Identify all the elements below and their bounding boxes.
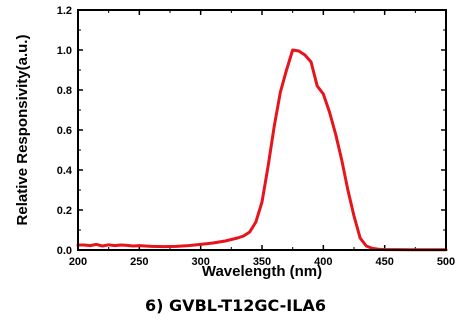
series-layer [76, 48, 448, 252]
x-axis-label: Wavelength (nm) [202, 263, 322, 280]
x-tick-label: 250 [130, 256, 148, 268]
y-tick-label: 0.0 [57, 245, 72, 257]
y-axis-label: Relative Responsivity(a.u.) [14, 35, 31, 226]
y-axis-ticks: 0.0 0.2 0.4 0.6 0.8 1.0 1.2 [57, 5, 446, 257]
series-line [76, 48, 448, 252]
y-tick-label: 1.2 [57, 5, 72, 17]
plot-frame [77, 9, 447, 251]
x-tick-label: 300 [191, 256, 209, 268]
chart-caption: 6) GVBL-T12GC-ILA6 [145, 296, 326, 315]
y-tick-label: 1.0 [57, 45, 72, 57]
y-tick-label: 0.4 [57, 165, 73, 177]
y-tick-label: 0.2 [57, 205, 72, 217]
x-tick-label: 200 [69, 256, 87, 268]
x-tick-label: 500 [437, 256, 455, 268]
x-axis-ticks: 200 250 300 350 400 450 500 [69, 10, 455, 268]
x-tick-label: 350 [253, 256, 271, 268]
x-tick-label: 450 [375, 256, 393, 268]
x-tick-label: 400 [314, 256, 332, 268]
y-tick-label: 0.8 [57, 85, 72, 97]
responsivity-chart: 0.0 0.2 0.4 0.6 0.8 1.0 1.2 200 250 300 350 400 450… [14, 5, 455, 280]
y-tick-label: 0.6 [57, 125, 72, 137]
